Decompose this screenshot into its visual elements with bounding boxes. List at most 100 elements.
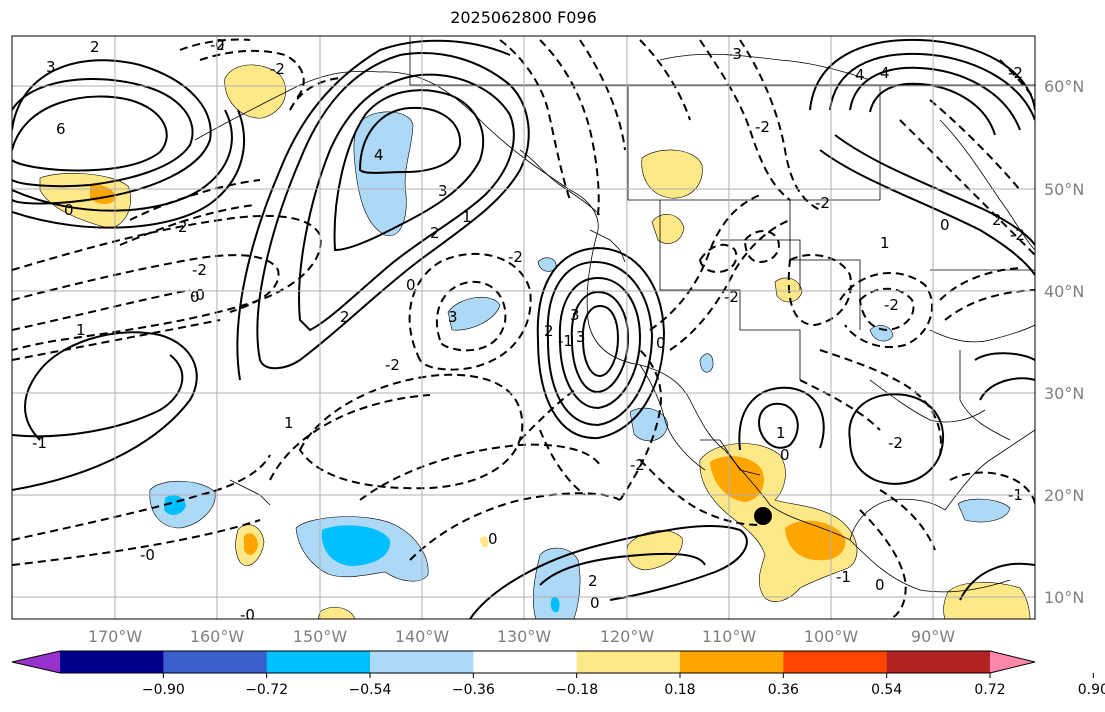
contour-solid — [570, 290, 630, 394]
contour-dashed — [179, 38, 251, 51]
contour-dashed — [359, 443, 601, 501]
shade-pos — [480, 536, 489, 548]
shade-pos — [943, 582, 1031, 619]
lon-label: 170°W — [88, 627, 143, 646]
contour-dashed — [435, 280, 507, 352]
contour-label: 0 — [656, 334, 666, 352]
colorbar-segment — [370, 651, 474, 673]
lat-label: 60°N — [1044, 77, 1084, 96]
shade-neg-core — [321, 525, 391, 566]
contour-dashed — [819, 349, 942, 456]
contour-solid — [536, 246, 666, 440]
shade-neg — [869, 325, 894, 342]
contour-solid — [849, 66, 1021, 131]
contour-label: 1 — [284, 414, 294, 432]
contour-label: 1 — [76, 321, 86, 339]
contour-solid — [834, 134, 1035, 246]
contour-label: 4 — [880, 64, 890, 82]
contour-solid — [539, 552, 706, 586]
shade-neg-core — [550, 597, 560, 613]
contour-solid — [298, 73, 515, 332]
shade-pos — [317, 606, 356, 619]
colorbar-tick-label: −0.72 — [245, 682, 288, 698]
contour-label: -2 — [888, 434, 903, 452]
contour-label: -2 — [1008, 64, 1023, 82]
contour-solid — [959, 562, 1035, 601]
contour-dashed — [408, 252, 532, 371]
colorbar-tick-label: 0.18 — [664, 682, 695, 698]
contour-label: 0 — [190, 288, 200, 306]
contour-label: -1 — [32, 434, 47, 452]
contour-solid — [333, 89, 485, 252]
contour-label: 2 — [90, 38, 100, 56]
contour-solid — [358, 106, 462, 174]
colorbar-tick-label: 0.90 — [1078, 682, 1105, 698]
lon-label: 130°W — [497, 627, 552, 646]
contour-label: -2 — [270, 60, 285, 78]
colorbar-tick-label: −0.18 — [555, 682, 598, 698]
contour-label: -0 — [140, 546, 155, 564]
contour-dashed — [799, 379, 881, 431]
contour-label: 1 — [462, 208, 472, 226]
lon-label: 160°W — [190, 627, 245, 646]
contour-label: -0 — [190, 286, 205, 304]
contour-label: -2 — [508, 248, 523, 266]
lat-label: 20°N — [1044, 486, 1084, 505]
colorbar: −0.90 −0.72 −0.54 −0.36 −0.18 0.18 0.36 0.54 0.7… — [11, 650, 1105, 698]
contour-dashed — [639, 459, 761, 526]
contour-dashed — [999, 59, 1035, 101]
contour-dashed — [944, 289, 1035, 321]
contour-dashed — [298, 373, 524, 490]
contour-dashed — [949, 471, 1035, 506]
contour-solid — [819, 149, 1035, 276]
colorbar-segment — [60, 651, 164, 673]
contour-solid — [809, 38, 1035, 111]
contour-label: 4 — [855, 66, 865, 84]
contour-label: -2 — [1010, 226, 1025, 244]
contour-solid — [869, 82, 996, 136]
contour-dashed — [939, 267, 1021, 301]
contour-dashed — [499, 39, 571, 201]
lon-label: 90°W — [911, 627, 955, 646]
colorbar-segment — [886, 651, 991, 673]
contour-label: -3 — [727, 45, 742, 63]
shade-neg — [447, 297, 501, 331]
lat-labels: 60°N 50°N 40°N 30°N 20°N 10°N — [1044, 77, 1084, 607]
lon-label: 120°W — [600, 627, 655, 646]
contour-dashed — [858, 287, 915, 332]
lon-label: 100°W — [804, 627, 859, 646]
contour-dashed — [698, 243, 738, 274]
contour-label: 0 — [406, 276, 416, 294]
contour-dashed — [739, 39, 821, 211]
contour-solid — [469, 525, 748, 619]
dashed-contours — [12, 38, 1035, 619]
contour-dashed — [639, 39, 691, 121]
map-field: 2 3 6 2 4 -2 -3 -2 0 -2 -2 0 1 2 -2 3 4 … — [12, 36, 1035, 619]
contour-solid — [979, 377, 1035, 401]
shade-pos — [626, 530, 683, 571]
shade-pos — [651, 214, 685, 244]
contour-solid — [758, 402, 799, 449]
contour-label: 2 — [430, 224, 440, 242]
colorbar-extend-max — [990, 651, 1035, 673]
contour-solid — [12, 59, 212, 205]
contour-label: 3 — [570, 306, 580, 324]
colorbar-segment — [473, 651, 578, 673]
contour-dashed — [899, 119, 1035, 256]
lon-label: 110°W — [702, 627, 757, 646]
shading-layer — [39, 64, 1031, 619]
contour-solid — [558, 276, 642, 410]
colorbar-segment — [163, 651, 268, 673]
colorbar-segment — [783, 651, 888, 673]
contour-label: 0 — [940, 216, 950, 234]
contour-label: -2 — [192, 261, 207, 279]
contour-label: 2 — [588, 572, 598, 590]
contour-dashed — [743, 230, 780, 264]
contour-dashed — [859, 509, 907, 619]
contour-solid — [12, 331, 198, 491]
shade-pos — [224, 64, 287, 119]
lat-label: 10°N — [1044, 588, 1084, 607]
contour-label: 0 — [875, 576, 885, 594]
contour-label: -1 — [558, 332, 573, 350]
